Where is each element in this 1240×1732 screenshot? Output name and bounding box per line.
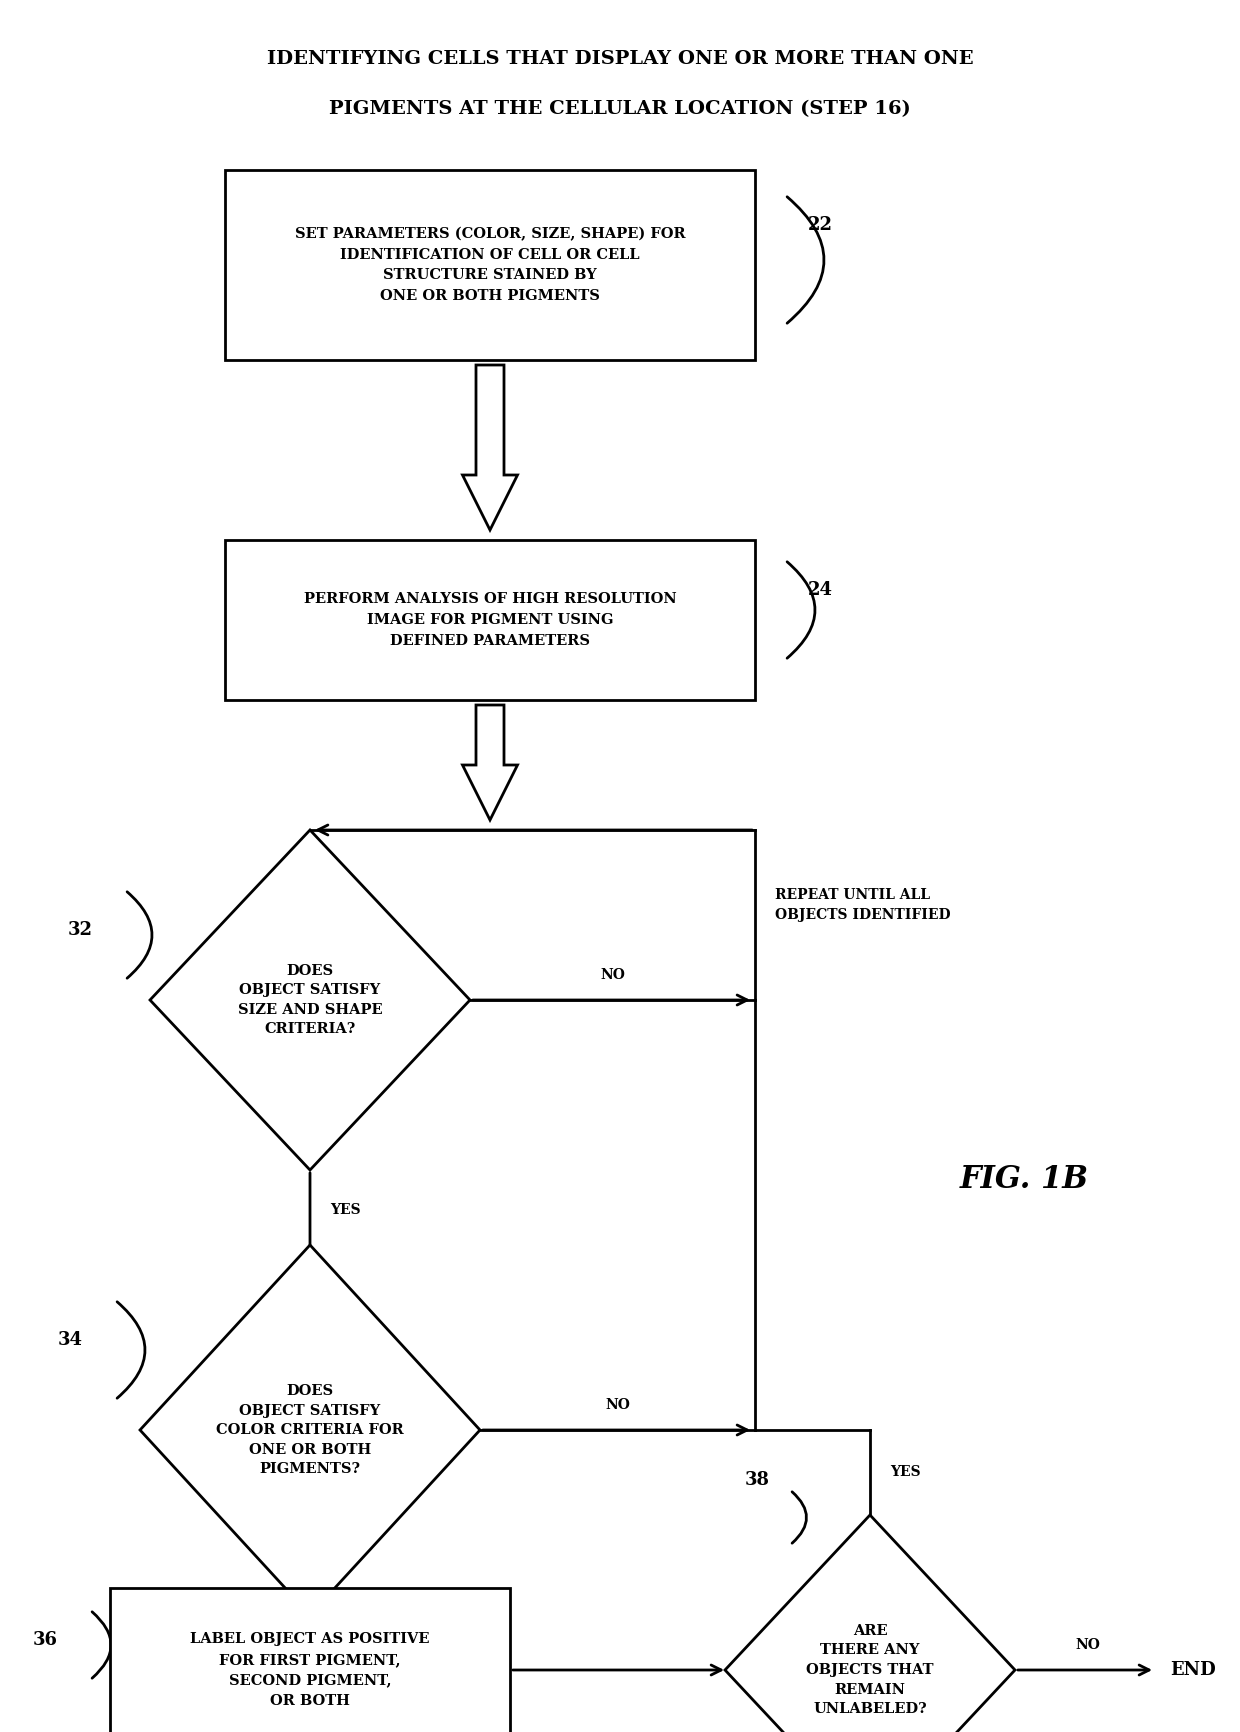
Text: PIGMENTS AT THE CELLULAR LOCATION (STEP 16): PIGMENTS AT THE CELLULAR LOCATION (STEP … — [329, 100, 911, 118]
Text: 24: 24 — [807, 580, 832, 599]
Text: DOES
OBJECT SATISFY
COLOR CRITERIA FOR
ONE OR BOTH
PIGMENTS?: DOES OBJECT SATISFY COLOR CRITERIA FOR O… — [216, 1384, 404, 1476]
Text: PERFORM ANALYSIS OF HIGH RESOLUTION
IMAGE FOR PIGMENT USING
DEFINED PARAMETERS: PERFORM ANALYSIS OF HIGH RESOLUTION IMAG… — [304, 592, 676, 648]
Bar — [224, 540, 755, 700]
Text: FIG. 1B: FIG. 1B — [960, 1164, 1089, 1195]
Text: NO: NO — [605, 1398, 630, 1412]
Bar — [110, 1588, 510, 1732]
Text: NO: NO — [1075, 1638, 1100, 1652]
Bar — [224, 170, 755, 360]
Text: YES: YES — [890, 1465, 920, 1479]
Text: 34: 34 — [57, 1330, 83, 1349]
Polygon shape — [463, 365, 517, 530]
Polygon shape — [725, 1516, 1016, 1732]
Polygon shape — [140, 1245, 480, 1614]
Text: YES: YES — [330, 1649, 361, 1663]
Text: IDENTIFYING CELLS THAT DISPLAY ONE OR MORE THAN ONE: IDENTIFYING CELLS THAT DISPLAY ONE OR MO… — [267, 50, 973, 68]
Polygon shape — [150, 830, 470, 1171]
Text: END: END — [1171, 1661, 1215, 1678]
Text: 22: 22 — [807, 216, 832, 234]
Polygon shape — [463, 705, 517, 819]
Text: ARE
THERE ANY
OBJECTS THAT
REMAIN
UNLABELED?: ARE THERE ANY OBJECTS THAT REMAIN UNLABE… — [806, 1625, 934, 1716]
Text: SET PARAMETERS (COLOR, SIZE, SHAPE) FOR
IDENTIFICATION OF CELL OR CELL
STRUCTURE: SET PARAMETERS (COLOR, SIZE, SHAPE) FOR … — [295, 227, 686, 303]
Text: 36: 36 — [32, 1632, 57, 1649]
Text: REPEAT UNTIL ALL
OBJECTS IDENTIFIED: REPEAT UNTIL ALL OBJECTS IDENTIFIED — [775, 889, 951, 921]
Text: DOES
OBJECT SATISFY
SIZE AND SHAPE
CRITERIA?: DOES OBJECT SATISFY SIZE AND SHAPE CRITE… — [238, 963, 382, 1036]
Text: 32: 32 — [67, 921, 93, 939]
Text: LABEL OBJECT AS POSITIVE
FOR FIRST PIGMENT,
SECOND PIGMENT,
OR BOTH: LABEL OBJECT AS POSITIVE FOR FIRST PIGME… — [190, 1632, 430, 1708]
Text: YES: YES — [330, 1204, 361, 1218]
Text: 38: 38 — [745, 1470, 770, 1490]
Text: NO: NO — [600, 968, 625, 982]
